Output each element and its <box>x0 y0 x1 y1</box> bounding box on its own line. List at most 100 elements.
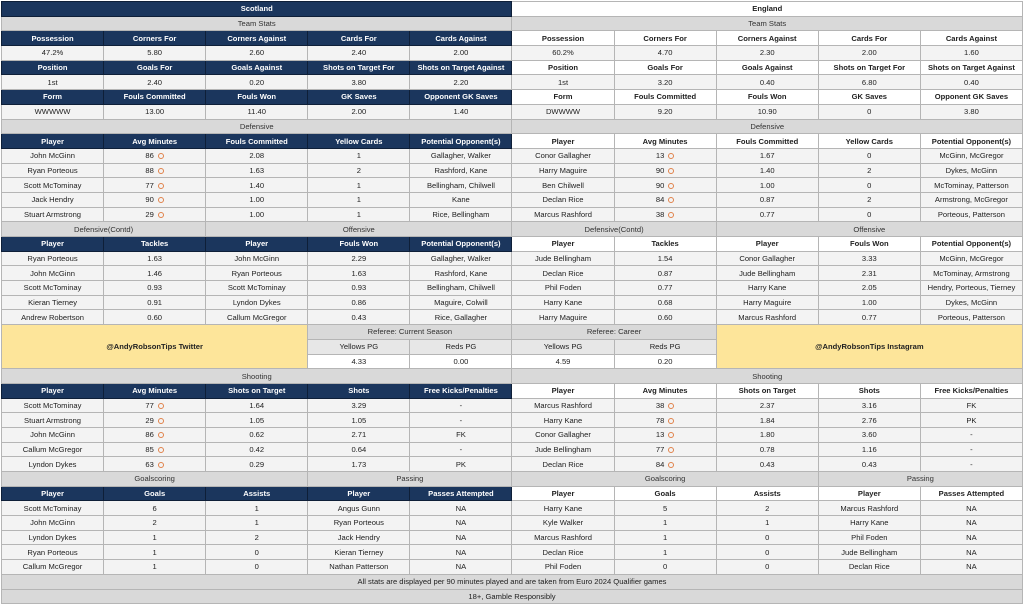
team-stat-label: Goals For <box>103 59 207 76</box>
defensive-cell-text: Jack Hendry <box>31 195 74 205</box>
goalscoring-cell-text: Phil Foden <box>544 562 582 572</box>
defensive-cell-text: 1 <box>356 209 361 219</box>
passing-cell-text: Ryan Porteous <box>333 518 384 528</box>
defensive-header: Avg Minutes <box>103 133 207 149</box>
passing-cell-text: NA <box>455 518 467 528</box>
defensive-cell: 1 <box>307 177 411 193</box>
defensive-cell-text: McTominay, Patterson <box>934 180 1009 190</box>
defensive-cell-text: 77 <box>145 180 154 190</box>
passing-header-text: Player <box>857 489 881 499</box>
shooting-cell-text: 2.71 <box>351 430 367 440</box>
goalscoring-cell: 6 <box>103 500 207 517</box>
section-defensive-contd-text: Defensive(Contd) <box>584 224 644 234</box>
defensive-cell-text: 0.77 <box>759 209 775 219</box>
team-stat-label-text: Fouls Won <box>747 92 787 102</box>
goalscoring-cell: 0 <box>205 559 309 575</box>
defensive-cell: 29 <box>103 206 207 223</box>
shooting-cell-text: Stuart Armstrong <box>24 415 82 425</box>
team-stat-value-text: 2.30 <box>759 48 775 58</box>
section-offensive: Offensive <box>205 221 513 237</box>
section-passing-text: Passing <box>906 474 934 484</box>
section-passing: Passing <box>817 471 1024 487</box>
stopwatch-icon <box>157 432 164 439</box>
shooting-cell: PK <box>409 456 513 472</box>
defensive-cell-text: 1 <box>356 151 361 161</box>
team-name: Scotland <box>0 1 513 17</box>
stopwatch-icon <box>668 461 675 468</box>
goalscoring-cell-text: 0 <box>765 533 770 543</box>
offensive-cell: Gallagher, Walker <box>409 250 513 267</box>
twitter-link[interactable]: @AndyRobsonTips Twitter <box>0 324 309 370</box>
team-stat-label-text: Possession <box>31 33 74 43</box>
team-stat-label-text: Corners Against <box>737 33 797 43</box>
shooting-cell: 1.84 <box>715 412 819 428</box>
twitter-link-text[interactable]: @AndyRobsonTips Twitter <box>106 342 203 352</box>
shooting-cell: 86 <box>103 426 207 443</box>
defensive-cell-text: Declan Rice <box>542 195 584 205</box>
goalscoring-cell-text: 0 <box>765 562 770 572</box>
passing-cell: NA <box>409 500 513 517</box>
defensive_contd-cell: Andrew Robertson <box>0 309 105 326</box>
shooting-cell-text: 1.16 <box>861 444 877 454</box>
team-stat-label: Shots on Target For <box>307 59 411 76</box>
goalscoring-cell-text: 0 <box>254 562 259 572</box>
goalscoring-header: Player <box>511 485 615 502</box>
defensive_contd-cell: Harry Maguire <box>511 309 615 326</box>
offensive-cell: Rice, Gallagher <box>409 309 513 326</box>
passing-cell-text: Angus Gunn <box>337 503 380 513</box>
instagram-link[interactable]: @AndyRobsonTips Instagram <box>715 324 1024 370</box>
team-stat-label: Cards Against <box>409 30 513 47</box>
offensive-cell-text: 0.43 <box>351 312 367 322</box>
defensive-header-text: Potential Opponent(s) <box>931 136 1012 146</box>
defensive-cell-text: Gallagher, Walker <box>430 151 491 161</box>
defensive-cell: Scott McTominay <box>0 177 105 193</box>
table-row: Andrew Robertson 0.60 Callum McGregor 0.43 R… <box>0 309 1024 326</box>
shooting-header-text: Shots on Target <box>228 386 286 396</box>
referee-header: Reds PG <box>613 338 717 355</box>
instagram-link-text[interactable]: @AndyRobsonTips Instagram <box>815 342 924 352</box>
offensive-header-text: Fouls Won <box>849 239 889 249</box>
team-stat-label-text: Fouls Committed <box>123 92 186 102</box>
goalscoring-cell: Phil Foden <box>511 559 615 575</box>
table-row: John McGinn 86 0.62 2.71 FK Conor Gallagher 13… <box>0 426 1024 443</box>
team-stat-value-text: 3.20 <box>657 77 673 87</box>
defensive-cell-text: Rice, Bellingham <box>432 209 490 219</box>
passing-cell: NA <box>919 559 1024 575</box>
shooting-cell-text: 1.84 <box>759 415 775 425</box>
referee-current-title: Referee: Current Season <box>307 324 513 340</box>
defensive-cell-text: Marcus Rashford <box>534 209 592 219</box>
defensive-cell: 0 <box>817 177 921 193</box>
team-stat-label: Possession <box>511 30 615 47</box>
shooting-cell-text: FK <box>456 430 466 440</box>
section-team-stats: Team Stats <box>0 15 513 32</box>
section-passing-text: Passing <box>396 474 424 484</box>
team-stat-value: 2.30 <box>715 45 819 61</box>
defensive_contd-cell: 1.63 <box>103 250 207 267</box>
section-goalscoring-text: Goalscoring <box>134 474 175 484</box>
passing-cell: Kieran Tierney <box>307 544 411 561</box>
defensive-cell-text: 1.67 <box>759 151 775 161</box>
table-row: All stats are displayed per 90 minutes p… <box>1 573 1023 590</box>
defensive-header-text: Potential Opponent(s) <box>421 136 501 146</box>
defensive-cell-text: 1 <box>356 195 361 205</box>
shooting-cell: 2.37 <box>715 397 819 414</box>
team-stat-label-text: Cards For <box>851 33 888 43</box>
passing-cell: NA <box>919 500 1024 517</box>
defensive-cell-text: 1.00 <box>759 180 775 190</box>
team-stat-value: 11.40 <box>205 103 309 120</box>
offensive-cell: 1.00 <box>817 294 921 311</box>
passing-cell-text: Marcus Rashford <box>840 503 899 513</box>
defensive-cell: 1.67 <box>715 147 819 164</box>
offensive-cell: Harry Kane <box>715 280 819 296</box>
footer-note-text: All stats are displayed per 90 minutes p… <box>357 577 667 587</box>
goalscoring-cell: 2 <box>205 529 309 546</box>
shooting-cell: 0.64 <box>307 441 411 458</box>
passing-cell-text: NA <box>966 562 977 572</box>
shooting-cell-text: 84 <box>655 459 665 469</box>
shooting-cell: Jude Bellingham <box>511 441 615 458</box>
team-stat-label: Corners Against <box>715 30 819 47</box>
team-stat-label-text: Shots on Target Against <box>417 63 505 73</box>
defensive-cell: 38 <box>613 206 717 223</box>
passing-cell: Angus Gunn <box>307 500 411 517</box>
table-row: Callum McGregor 1 0 Nathan Patterson NA Phil … <box>0 559 1024 575</box>
